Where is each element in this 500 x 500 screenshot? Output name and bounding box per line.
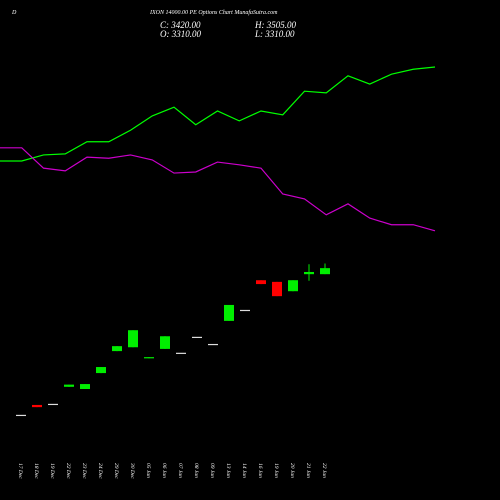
- candle-body: [320, 268, 330, 275]
- low-label: L: 3310.00: [254, 29, 295, 39]
- candle-body: [224, 304, 234, 321]
- x-tick-label: 16 Jan: [257, 463, 263, 478]
- candle-body: [128, 330, 138, 348]
- candle-body: [48, 403, 58, 406]
- x-tick-label: 18 Dec: [33, 463, 39, 479]
- open-label: O: 3310.00: [160, 29, 201, 39]
- indicator-line: [0, 147, 436, 232]
- candle-body: [208, 343, 218, 346]
- candle-body: [240, 309, 250, 312]
- candle-body: [112, 346, 122, 352]
- close-label: C: 3420.00: [160, 20, 201, 30]
- x-tick-label: 09 Jan: [209, 463, 215, 478]
- x-tick-label: 07 Jan: [177, 463, 183, 478]
- indicator-line: [0, 66, 436, 162]
- x-tick-label: 29 Dec: [113, 463, 119, 479]
- x-tick-label: 14 Jan: [241, 463, 248, 478]
- x-tick-label: 22 Jan: [321, 463, 327, 478]
- candle-body: [288, 280, 298, 292]
- chart-title: IXON 14000.00 PE Options Chart MunafaSut…: [149, 9, 278, 16]
- x-tick-label: 19 Jan: [273, 463, 279, 478]
- x-tick-label: 17 Dec: [17, 463, 23, 479]
- x-tick-label: 24 Dec: [97, 463, 104, 479]
- x-tick-label: 23 Dec: [81, 463, 87, 479]
- candle-body: [16, 414, 26, 417]
- candle-body: [96, 367, 106, 374]
- x-tick-label: 21 Jan: [305, 463, 311, 478]
- candle-body: [64, 384, 74, 387]
- x-tick-label: 20 Jan: [289, 463, 295, 478]
- candle-body: [272, 281, 282, 297]
- candle-body: [80, 384, 90, 390]
- candle-body: [160, 336, 170, 349]
- x-tick-label: 06 Jan: [161, 463, 167, 478]
- x-tick-label: 19 Dec: [49, 463, 55, 479]
- title-prefix: D: [11, 10, 17, 16]
- x-tick-label: 08 Jan: [193, 463, 199, 478]
- candle-body: [144, 357, 154, 359]
- candle-body: [32, 404, 42, 408]
- candle-body: [176, 352, 186, 354]
- candle-body: [192, 336, 202, 339]
- high-label: H: 3505.00: [254, 20, 296, 30]
- candle-body: [304, 271, 314, 275]
- x-tick-label: 22 Dec: [65, 463, 71, 479]
- x-tick-label: 13 Jan: [225, 463, 231, 478]
- x-tick-label: 05 Jan: [145, 463, 151, 478]
- x-tick-label: 30 Dec: [129, 462, 135, 479]
- candle-body: [256, 280, 266, 285]
